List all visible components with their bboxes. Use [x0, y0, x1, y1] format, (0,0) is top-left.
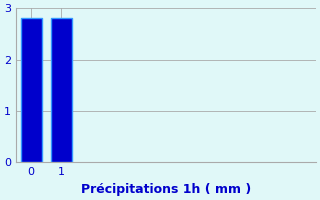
X-axis label: Précipitations 1h ( mm ): Précipitations 1h ( mm ) [81, 183, 251, 196]
Bar [21, 18, 42, 162]
Bar [51, 18, 72, 162]
